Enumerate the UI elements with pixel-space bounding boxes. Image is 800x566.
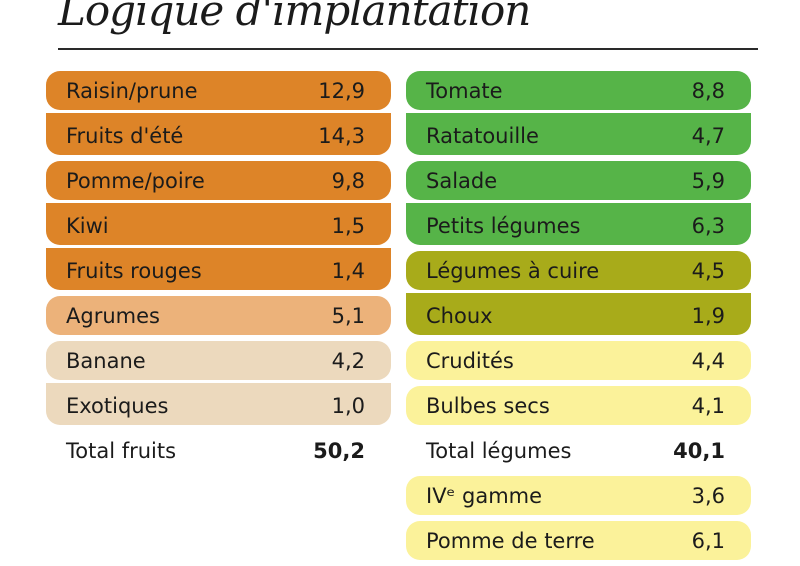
row-band	[406, 161, 751, 200]
table-row: Fruits rouges 1,4	[46, 248, 391, 296]
row-label: Choux	[426, 304, 493, 328]
table-row: Exotiques 1,0	[46, 383, 391, 431]
fruits-column: Raisin/prune 12,9 Fruits d'été 14,3 Pomme/po…	[46, 71, 391, 476]
row-value: 6,3	[691, 214, 725, 238]
total-row: Total légumes 40,1	[406, 431, 751, 476]
table-row: Kiwi 1,5	[46, 203, 391, 251]
row-value: 1,5	[331, 214, 365, 238]
table-row: Choux 1,9	[406, 293, 751, 341]
row-band	[406, 341, 751, 380]
row-value: 4,1	[691, 394, 725, 418]
row-band	[406, 476, 751, 515]
table-row: Légumes à cuire 4,5	[406, 251, 751, 296]
row-label: Crudités	[426, 349, 514, 373]
total-value: 40,1	[673, 439, 725, 463]
table-row: Pomme/poire 9,8	[46, 161, 391, 206]
table-row: Crudités 4,4	[406, 341, 751, 386]
row-label: Légumes à cuire	[426, 259, 600, 283]
total-row: Total fruits 50,2	[46, 431, 391, 476]
row-band	[46, 203, 391, 245]
table-row: Bulbes secs 4,1	[406, 386, 751, 431]
row-label: Agrumes	[66, 304, 160, 328]
row-label: Exotiques	[66, 394, 169, 418]
row-value: 9,8	[331, 169, 365, 193]
row-value: 6,1	[691, 529, 725, 553]
row-label: IVᵉ gamme	[426, 484, 543, 508]
row-band	[406, 386, 751, 425]
table-row: Ratatouille 4,7	[406, 113, 751, 161]
table-row: IVᵉ gamme 3,6	[406, 476, 751, 521]
table-row: Banane 4,2	[46, 341, 391, 386]
row-band	[406, 203, 751, 245]
total-value: 50,2	[313, 439, 365, 463]
row-label: Petits légumes	[426, 214, 581, 238]
total-label: Total légumes	[426, 439, 572, 463]
row-label: Tomate	[426, 79, 503, 103]
row-band	[406, 293, 751, 335]
table-row: Salade 5,9	[406, 161, 751, 206]
row-label: Fruits rouges	[66, 259, 202, 283]
total-label: Total fruits	[66, 439, 177, 463]
row-label: Pomme de terre	[426, 529, 595, 553]
table-row: Petits légumes 6,3	[406, 203, 751, 251]
vegetables-column: Tomate 8,8 Ratatouille 4,7 Salade 5,9 Petits l…	[406, 71, 751, 566]
row-value: 8,8	[691, 79, 725, 103]
row-label: Bulbes secs	[426, 394, 550, 418]
row-band	[46, 113, 391, 155]
row-band	[46, 71, 391, 110]
title-rule	[58, 48, 758, 50]
row-band	[406, 251, 751, 290]
row-value: 3,6	[691, 484, 725, 508]
table-row: Agrumes 5,1	[46, 296, 391, 341]
row-value: 4,5	[691, 259, 725, 283]
row-band	[406, 113, 751, 155]
row-band	[46, 161, 391, 200]
row-label: Raisin/prune	[66, 79, 198, 103]
row-band	[46, 248, 391, 290]
row-band	[406, 71, 751, 110]
chart-title: Logique d'implantation	[58, 0, 531, 35]
row-value: 1,0	[331, 394, 365, 418]
row-band	[46, 383, 391, 425]
row-label: Banane	[66, 349, 146, 373]
row-value: 5,9	[691, 169, 725, 193]
row-value: 14,3	[318, 124, 365, 148]
row-label: Kiwi	[66, 214, 109, 238]
row-band	[46, 341, 391, 380]
row-value: 12,9	[318, 79, 365, 103]
table-row: Raisin/prune 12,9	[46, 71, 391, 116]
row-value: 4,4	[691, 349, 725, 373]
row-band	[46, 296, 391, 335]
row-value: 4,7	[691, 124, 725, 148]
row-label: Pomme/poire	[66, 169, 205, 193]
row-value: 1,4	[331, 259, 365, 283]
row-value: 1,9	[691, 304, 725, 328]
row-label: Ratatouille	[426, 124, 539, 148]
row-label: Fruits d'été	[66, 124, 184, 148]
row-value: 5,1	[331, 304, 365, 328]
row-value: 4,2	[331, 349, 365, 373]
table-row: Pomme de terre 6,1	[406, 521, 751, 566]
table-row: Fruits d'été 14,3	[46, 113, 391, 161]
row-label: Salade	[426, 169, 498, 193]
table-row: Tomate 8,8	[406, 71, 751, 116]
